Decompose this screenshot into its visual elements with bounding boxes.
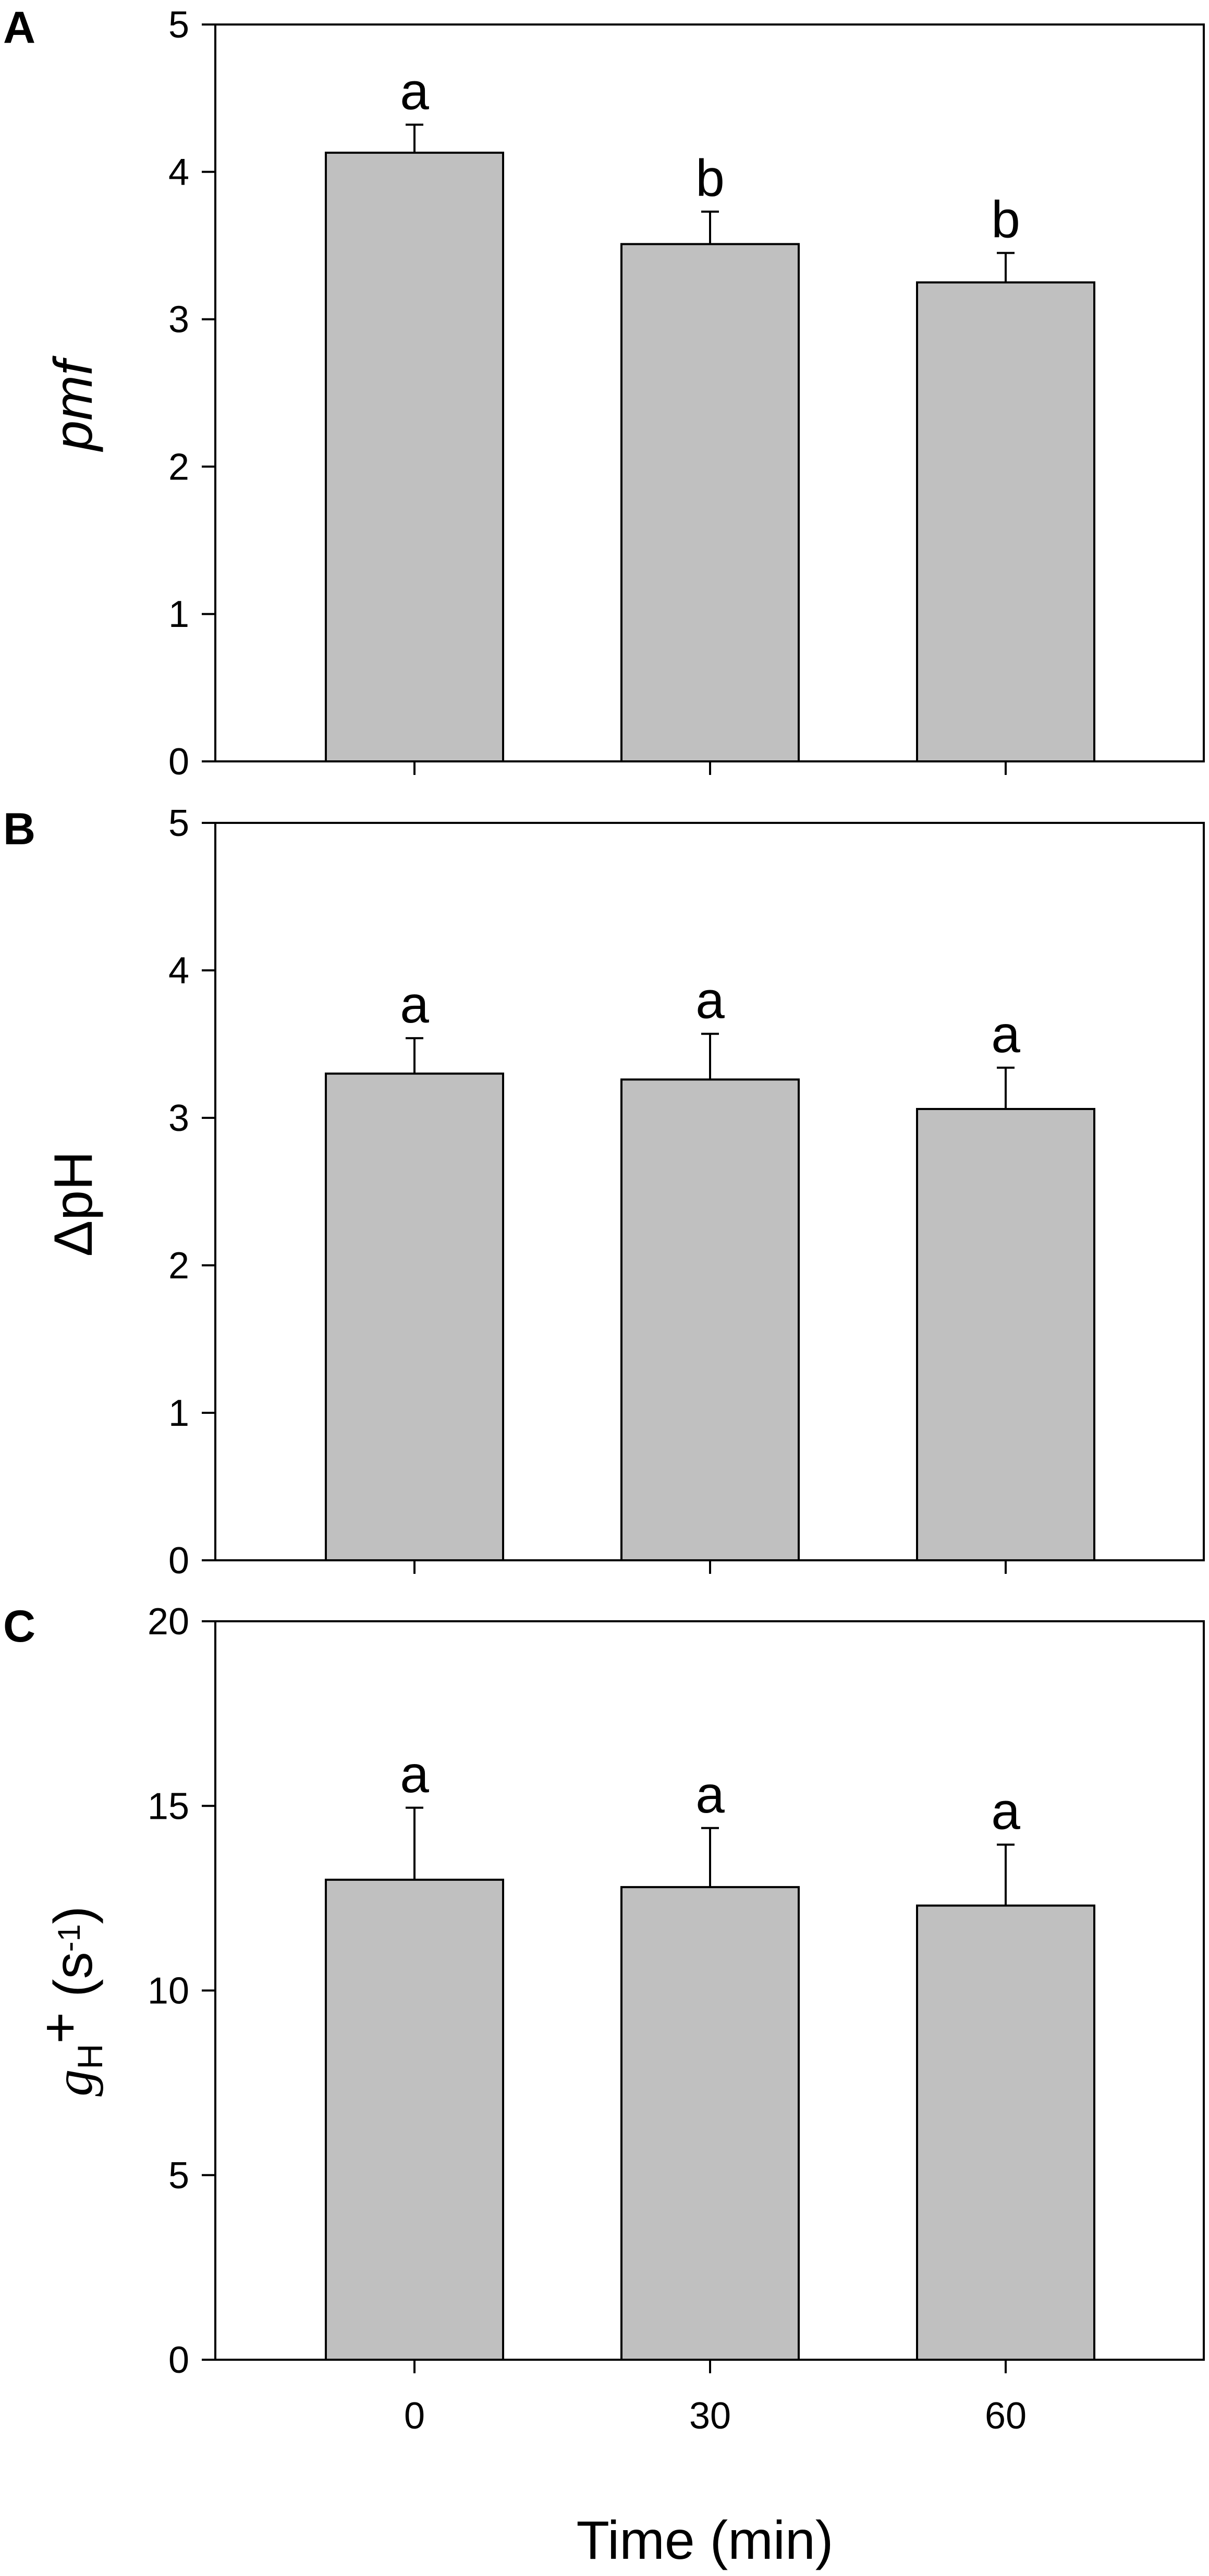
significance-label: a (400, 1745, 429, 1804)
y-tick-label: 5 (168, 2155, 189, 2197)
significance-label: a (991, 1782, 1020, 1841)
panel-b: B ΔpH a a a 0 1 2 3 4 5 (3, 803, 1205, 1582)
y-tick-label: 20 (148, 1601, 189, 1643)
y-tick-label: 15 (148, 1785, 189, 1827)
bar (325, 1878, 504, 2361)
bar (620, 1886, 800, 2361)
y-tick-label: 1 (168, 1392, 189, 1434)
bar (325, 1073, 504, 1562)
y-tick-label: 2 (168, 1245, 189, 1287)
panel-a: A pmf a b b 0 1 2 3 4 5 (3, 3, 1205, 783)
y-axis-label-unit: (s (43, 1952, 104, 2012)
y-axis-label: ΔpH (43, 1151, 104, 1256)
bar (916, 281, 1095, 762)
significance-label: a (400, 976, 429, 1034)
panel-c: C gH+ (s-1) Time (min) a a a 0 5 10 15 20 0 30 60 (3, 1601, 1205, 2571)
y-axis-label-subscript: H (70, 2044, 110, 2069)
y-tick-label: 4 (168, 950, 189, 992)
y-tick-label: 3 (168, 299, 189, 341)
significance-label: a (991, 1005, 1020, 1064)
significance-label: a (400, 62, 429, 120)
y-tick-label: 5 (168, 803, 189, 844)
y-tick-label: 2 (168, 446, 189, 488)
bar (620, 243, 800, 762)
y-axis-label: gH+ (s-1) (30, 1906, 110, 2096)
y-axis-label-superscript: -1 (52, 1924, 87, 1952)
bar (620, 1078, 800, 1561)
y-tick-label: 10 (148, 1970, 189, 2012)
significance-label: b (695, 149, 725, 207)
y-tick-label: 1 (168, 594, 189, 635)
y-axis-label-unit-close: ) (43, 1906, 104, 1924)
significance-label: a (695, 1766, 725, 1824)
x-tick-label: 30 (689, 2395, 731, 2437)
bar (325, 152, 504, 762)
y-tick-label: 3 (168, 1098, 189, 1139)
x-tick-label: 0 (404, 2395, 425, 2437)
x-axis-label: Time (min) (577, 2510, 834, 2571)
y-axis-label-main: g (44, 2069, 104, 2097)
y-tick-label: 4 (168, 152, 189, 193)
x-tick-label: 60 (985, 2395, 1027, 2437)
significance-label: b (991, 190, 1020, 249)
y-axis-label-plus: + (30, 2012, 90, 2044)
panel-letter: B (3, 804, 35, 854)
panel-letter: A (3, 3, 35, 53)
y-tick-label: 5 (168, 4, 189, 46)
bar (916, 1108, 1095, 1561)
y-tick-label: 0 (168, 2339, 189, 2381)
significance-label: a (695, 971, 725, 1030)
panel-letter: C (3, 1601, 35, 1651)
y-axis-label: pmf (43, 355, 104, 452)
bar (916, 1904, 1095, 2361)
y-tick-label: 0 (168, 1540, 189, 1582)
y-tick-label: 0 (168, 741, 189, 783)
